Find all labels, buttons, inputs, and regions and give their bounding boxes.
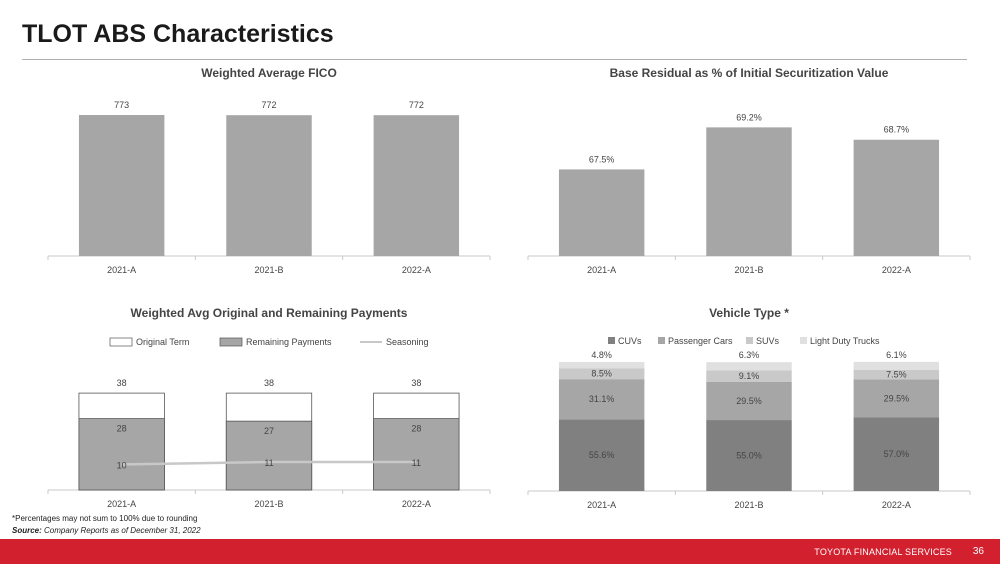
legend-swatch (608, 337, 615, 344)
bar-remaining-payments (373, 418, 460, 491)
bar-remaining-payments (78, 418, 165, 491)
data-label: 4.8% (591, 350, 612, 360)
legend-swatch (746, 337, 753, 344)
data-label: 7.5% (886, 370, 907, 380)
stacked-segment (558, 419, 645, 491)
data-label: 67.5% (589, 154, 615, 164)
legend-swatch (658, 337, 665, 344)
seasoning-line (121, 460, 417, 466)
data-label: 6.1% (886, 350, 907, 360)
stacked-segment (706, 381, 792, 421)
x-tick-label: 2022-A (402, 499, 431, 509)
legend-swatch (219, 337, 243, 347)
legend-label: Passenger Cars (668, 336, 733, 346)
data-label: 8.5% (591, 369, 612, 379)
x-tick-label: 2021-A (587, 265, 616, 275)
data-label: 28 (411, 424, 421, 434)
page-title: TLOT ABS Characteristics (22, 20, 334, 48)
stacked-segment (706, 420, 792, 491)
payments-chart: Weighted Avg Original and Remaining Paym… (47, 306, 491, 509)
legend-swatch (109, 337, 133, 347)
data-label: 69.2% (736, 112, 762, 122)
residual-chart: Base Residual as % of Initial Securitiza… (527, 66, 971, 275)
data-label: 68.7% (884, 125, 910, 135)
chart-title: Weighted Average FICO (201, 66, 337, 80)
legend-label: Light Duty Trucks (810, 336, 880, 346)
x-tick-label: 2021-B (734, 500, 763, 510)
data-label: 55.0% (736, 451, 762, 461)
data-label: 10 (117, 461, 127, 471)
footnote: *Percentages may not sum to 100% due to … (12, 514, 198, 523)
data-label: 773 (114, 100, 129, 110)
bar (226, 115, 312, 256)
bar (558, 169, 645, 256)
stacked-segment (853, 369, 940, 380)
data-label: 6.3% (739, 350, 760, 360)
data-label: 11 (412, 458, 421, 468)
legend-label: CUVs (618, 336, 642, 346)
source-label: Source: (12, 526, 42, 535)
vehicle-type-chart: Vehicle Type * 2021-A 2021-B 2022-A CUVs Pass… (527, 306, 971, 510)
stacked-segment (558, 368, 645, 380)
legend-label: SUVs (756, 336, 780, 346)
x-tick-label: 2021-B (734, 265, 763, 275)
x-tick-label: 2022-A (882, 265, 911, 275)
source-note: Source: Company Reports as of December 3… (12, 526, 201, 535)
x-tick-label: 2021-A (107, 265, 136, 275)
footer-brand: TOYOTA FINANCIAL SERVICES (814, 547, 952, 557)
data-label: 38 (117, 378, 127, 388)
stacked-segment (853, 361, 940, 370)
x-tick-label: 2021-B (254, 265, 283, 275)
bar-remaining-payments (225, 420, 313, 491)
data-label: 772 (409, 100, 424, 110)
x-tick-label: 2021-A (107, 499, 136, 509)
x-tick-label: 2022-A (402, 265, 431, 275)
data-label: 28 (117, 424, 127, 434)
legend-label: Remaining Payments (246, 337, 332, 347)
data-label: 31.1% (589, 394, 615, 404)
title-divider (22, 59, 967, 60)
bar (706, 127, 792, 256)
legend-swatch (800, 337, 807, 344)
data-label: 772 (261, 100, 276, 110)
data-label: 29.5% (884, 393, 910, 403)
stacked-segment (558, 379, 645, 420)
source-text: Company Reports as of December 31, 2022 (44, 526, 201, 535)
data-label: 38 (264, 378, 274, 388)
page-number: 36 (972, 546, 984, 557)
stacked-segment (558, 362, 645, 369)
footer-bar: TOYOTA FINANCIAL SERVICES 36 (0, 539, 1000, 564)
stacked-segment (853, 417, 940, 491)
data-label: 38 (411, 378, 421, 388)
stacked-segment (706, 362, 792, 371)
fico-chart: Weighted Average FICO 2021-A 2021-B 2022-A 7… (47, 66, 491, 275)
stacked-segment (853, 379, 940, 418)
bar (373, 115, 460, 256)
data-label: 11 (264, 458, 273, 468)
bar (78, 115, 165, 256)
chart-title: Weighted Avg Original and Remaining Paym… (131, 306, 408, 320)
data-label: 55.6% (589, 450, 615, 460)
data-label: 29.5% (736, 396, 762, 406)
data-label: 9.1% (739, 371, 760, 381)
bar (853, 139, 940, 256)
legend-label: Seasoning (386, 337, 429, 347)
data-label: 27 (264, 426, 274, 436)
x-tick-label: 2021-B (254, 499, 283, 509)
data-label: 57.0% (884, 449, 910, 459)
x-tick-label: 2022-A (882, 500, 911, 510)
chart-title: Vehicle Type * (709, 306, 789, 320)
chart-title: Base Residual as % of Initial Securitiza… (610, 66, 889, 80)
x-tick-label: 2021-A (587, 500, 616, 510)
stacked-segment (706, 370, 792, 382)
legend-label: Original Term (136, 337, 189, 347)
